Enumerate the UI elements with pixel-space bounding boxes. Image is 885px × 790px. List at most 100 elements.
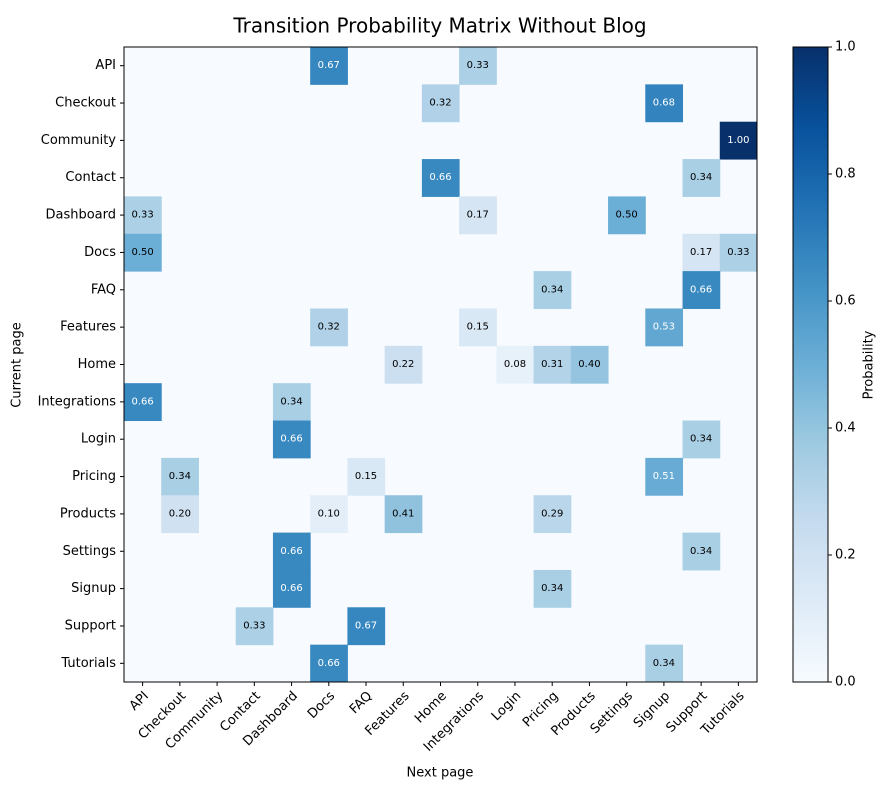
colorbar-ticks: 0.0 0.2 0.4 0.6 0.8 1.0 [828,40,856,690]
heatmap-cell [682,159,721,197]
cell-value-label: 0.17 [467,210,489,221]
heatmap-cell [533,345,572,384]
y-tick-label: Products [60,506,116,521]
y-tick-label: Tutorials [60,656,116,671]
heatmap-cell [235,607,274,646]
heatmap-cell [272,383,311,422]
cell-value-label: 0.15 [467,322,489,333]
cell-value-label: 0.34 [653,658,675,669]
heatmap-cell [459,47,497,85]
x-tick-label: Docs [305,689,338,722]
y-tick-label: Integrations [38,394,117,409]
cell-value-label: 0.34 [690,546,712,557]
heatmap-cell [310,308,348,347]
y-tick-label: Community [41,133,117,148]
cell-value-label: 0.40 [578,359,600,370]
heatmap-cell [682,271,721,309]
y-axis-ticks: API Checkout Community Contact Dashboard Docs… [38,58,124,671]
heatmap-cell [608,196,646,235]
heatmap-cell [719,121,758,160]
heatmap-cell [682,233,721,272]
x-axis-label: Next page [407,766,474,781]
cell-value-label: 0.50 [616,210,638,221]
cell-value-label: 0.34 [541,583,563,594]
cell-value-label: 0.15 [355,471,377,482]
heatmap-cell [161,495,199,534]
cell-value-label: 0.34 [690,434,712,445]
cell-value-label: 0.32 [429,98,451,109]
chart-title: Transition Probability Matrix Without Bl… [232,14,646,38]
y-axis-label: Current page [10,322,25,407]
cell-value-label: 0.41 [392,508,414,519]
y-tick-label: Features [60,320,116,335]
heatmap-cell [421,159,460,197]
heatmap-cells: 0.67 0.33 0.32 0.68 1.00 0.66 0.34 0.33 0.17 0.50… [124,47,758,683]
cell-value-label: 0.67 [355,620,377,631]
heatmap-cell [682,420,721,459]
heatmap-cell [421,84,460,123]
cell-value-label: 0.20 [169,508,191,519]
colorbar-label: Probability [862,330,877,399]
heatmap-cell [459,196,497,235]
colorbar-tick-label: 1.0 [835,40,856,55]
heatmap-cell [347,607,386,646]
heatmap-cell [645,308,684,347]
cell-value-label: 0.33 [727,247,749,258]
heatmap-cell [682,532,721,571]
heatmap-cell [533,271,572,309]
cell-value-label: 0.66 [131,396,153,407]
cell-value-label: 0.33 [131,210,153,221]
cell-value-label: 0.34 [541,284,563,295]
cell-value-label: 0.53 [653,322,675,333]
heatmap-cell [645,84,684,123]
heatmap-cell [496,345,535,384]
y-tick-label: Home [78,357,116,372]
cell-value-label: 1.00 [727,135,749,146]
heatmap-cell [272,420,311,459]
y-tick-label: FAQ [91,282,116,297]
cell-value-label: 0.08 [504,359,526,370]
heatmap-cell [533,569,572,608]
cell-value-label: 0.50 [131,247,153,258]
cell-value-label: 0.31 [541,359,563,370]
cell-value-label: 0.51 [653,471,675,482]
heatmap-cell [384,345,423,384]
cell-value-label: 0.66 [280,434,302,445]
cell-value-label: 0.33 [467,60,489,71]
y-tick-label: Login [81,432,116,447]
y-tick-label: Pricing [72,469,116,484]
heatmap-cell [384,495,423,534]
heatmap-cell [310,47,348,85]
colorbar [792,46,829,683]
colorbar-tick-label: 0.4 [835,421,856,436]
heatmap-cell [347,457,386,496]
cell-value-label: 0.10 [318,508,340,519]
heatmap-cell [645,644,684,683]
cell-value-label: 0.66 [429,172,451,183]
y-tick-label: Settings [63,544,117,559]
y-tick-label: Docs [84,245,116,260]
cell-value-label: 0.66 [690,284,712,295]
cell-value-label: 0.66 [280,546,302,557]
x-tick-label: Login [489,689,524,724]
colorbar-tick-label: 0.6 [835,294,856,309]
x-tick-label: FAQ [347,689,375,717]
cell-value-label: 0.66 [280,583,302,594]
colorbar-tick-label: 0.8 [835,167,856,182]
heatmap-cell [272,569,311,608]
cell-value-label: 0.68 [653,98,675,109]
cell-value-label: 0.34 [169,471,191,482]
cell-value-label: 0.34 [280,396,302,407]
heatmap-cell [124,196,162,235]
heatmap-cell [124,233,162,272]
heatmap-cell [570,345,609,384]
cell-value-label: 0.33 [243,620,265,631]
heatmap-cell [533,495,572,534]
heatmap-background [124,47,757,682]
y-tick-label: Dashboard [45,208,116,223]
heatmap-cell [161,457,199,496]
colorbar-tick-label: 0.0 [835,675,856,690]
heatmap-cell [719,233,758,272]
